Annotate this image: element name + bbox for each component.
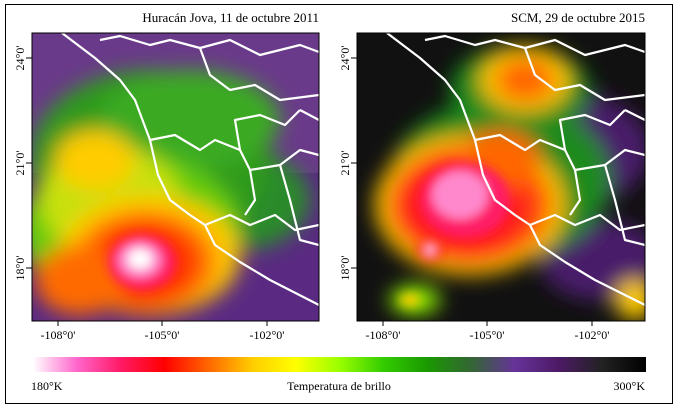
colorbar-title: Temperatura de brillo bbox=[287, 379, 391, 393]
left-map-image bbox=[32, 33, 319, 321]
figure-frame bbox=[5, 4, 673, 404]
left-lat-tick-21: 21°0' bbox=[13, 151, 27, 176]
right-lat-axis: 24°0' 21°0' 18°0' bbox=[338, 46, 357, 281]
left-lon-tick-105: -105°0' bbox=[145, 328, 180, 342]
right-lon-tick-105: -105°0' bbox=[470, 328, 505, 342]
left-lat-axis: 24°0' 21°0' 18°0' bbox=[13, 46, 32, 281]
right-panel-title: SCM, 29 de octubre 2015 bbox=[511, 10, 645, 25]
left-map-border bbox=[31, 32, 320, 322]
left-lat-tick-18: 18°0' bbox=[13, 256, 27, 281]
left-panel-title: Huracán Jova, 11 de octubre 2011 bbox=[142, 10, 319, 25]
left-lon-tick-108: -108°0' bbox=[41, 328, 76, 342]
right-lon-tick-108: -108°0' bbox=[366, 328, 401, 342]
right-lat-tick-18: 18°0' bbox=[338, 256, 352, 281]
right-lon-axis: -108°0' -105°0' -102°0' bbox=[366, 321, 610, 342]
right-lat-tick-24: 24°0' bbox=[338, 46, 352, 71]
colorbar-max-label: 300°K bbox=[614, 379, 646, 393]
right-map-image bbox=[357, 33, 645, 321]
left-lat-tick-24: 24°0' bbox=[13, 46, 27, 71]
right-lat-tick-21: 21°0' bbox=[338, 151, 352, 176]
colorbar-min-label: 180°K bbox=[31, 379, 63, 393]
right-lon-tick-102: -102°0' bbox=[575, 328, 610, 342]
left-lon-axis: -108°0' -105°0' -102°0' bbox=[41, 321, 285, 342]
right-map-border bbox=[356, 32, 646, 322]
left-lon-tick-102: -102°0' bbox=[250, 328, 285, 342]
colorbar bbox=[33, 357, 646, 372]
